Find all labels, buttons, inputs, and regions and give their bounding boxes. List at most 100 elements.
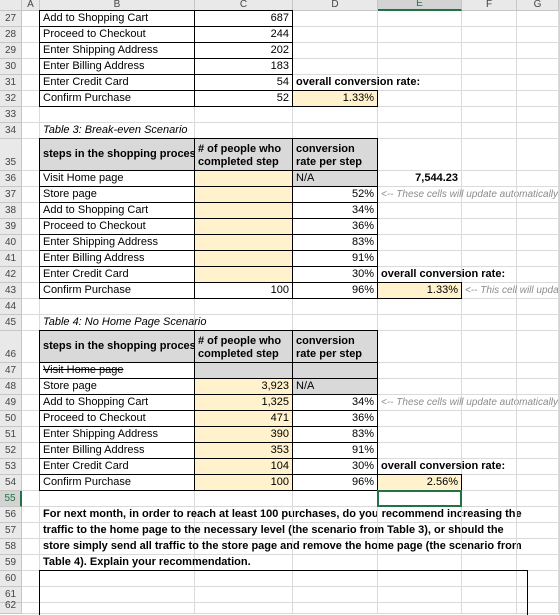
cell[interactable]: [22, 139, 40, 171]
row-header[interactable]: 54: [0, 475, 22, 491]
cell[interactable]: [293, 123, 378, 139]
cell[interactable]: [517, 75, 559, 91]
cell[interactable]: Table 3: Break-even Scenario: [40, 123, 195, 139]
cell[interactable]: [462, 43, 517, 59]
cell[interactable]: Confirm Purchase: [40, 91, 195, 107]
cell[interactable]: 7,544.23: [378, 171, 462, 187]
cell[interactable]: 1.33%: [293, 91, 378, 107]
cell[interactable]: [517, 267, 559, 283]
row-header[interactable]: 59: [0, 555, 22, 571]
cell[interactable]: [462, 539, 517, 555]
cell[interactable]: [462, 75, 517, 91]
column-header[interactable]: C: [195, 0, 293, 11]
cell[interactable]: [462, 395, 517, 411]
cell[interactable]: conversion rate per step: [293, 331, 378, 363]
cell[interactable]: [195, 539, 293, 555]
cell[interactable]: [378, 139, 462, 171]
cell[interactable]: 100: [195, 283, 293, 299]
cell[interactable]: [517, 187, 559, 203]
column-header[interactable]: A: [22, 0, 40, 11]
cell[interactable]: Enter Shipping Address: [40, 427, 195, 443]
cell[interactable]: Proceed to Checkout: [40, 411, 195, 427]
cell[interactable]: [517, 555, 559, 571]
row-header[interactable]: 46: [0, 331, 22, 363]
cell[interactable]: steps in the shopping process: [40, 331, 202, 363]
cell[interactable]: [22, 587, 40, 603]
cell[interactable]: # of people who completed step: [195, 331, 293, 363]
cell[interactable]: [378, 251, 462, 267]
row-header[interactable]: 37: [0, 187, 22, 203]
cell[interactable]: Enter Credit Card: [40, 267, 195, 283]
cell[interactable]: [22, 299, 40, 315]
row-header[interactable]: 62: [0, 600, 22, 614]
cell[interactable]: [195, 571, 293, 587]
cell[interactable]: [22, 427, 40, 443]
cell[interactable]: [378, 27, 462, 43]
cell[interactable]: [22, 187, 40, 203]
cell[interactable]: [517, 219, 559, 235]
cell[interactable]: [378, 443, 462, 459]
row-header[interactable]: 53: [0, 459, 22, 475]
cell[interactable]: [195, 523, 293, 539]
cell[interactable]: [517, 171, 559, 187]
cell[interactable]: [195, 299, 293, 315]
cell[interactable]: [378, 75, 462, 91]
cell[interactable]: Add to Shopping Cart: [40, 203, 195, 219]
cell[interactable]: [378, 539, 462, 555]
cell[interactable]: 91%: [293, 443, 378, 459]
cell[interactable]: 183: [195, 59, 293, 75]
cell[interactable]: Enter Billing Address: [40, 443, 195, 459]
column-header[interactable]: E: [378, 0, 462, 11]
cell[interactable]: 91%: [293, 251, 378, 267]
cell[interactable]: [517, 331, 559, 363]
cell[interactable]: [195, 315, 293, 331]
cell[interactable]: [462, 11, 517, 27]
cell[interactable]: overall conversion rate:: [378, 267, 505, 283]
cell[interactable]: Table 4). Explain your recommendation.: [40, 555, 251, 571]
cell[interactable]: [22, 491, 40, 507]
cell[interactable]: Enter Shipping Address: [40, 43, 195, 59]
cell[interactable]: [195, 187, 293, 203]
cell[interactable]: 244: [195, 27, 293, 43]
cell[interactable]: [517, 491, 559, 507]
cell[interactable]: [462, 107, 517, 123]
cell[interactable]: [195, 123, 293, 139]
cell[interactable]: [378, 123, 462, 139]
cell[interactable]: [378, 11, 462, 27]
cell[interactable]: [22, 459, 40, 475]
cell[interactable]: 353: [195, 443, 293, 459]
row-header[interactable]: 56: [0, 507, 22, 523]
cell[interactable]: [462, 555, 517, 571]
cell[interactable]: [22, 75, 40, 91]
cell[interactable]: [517, 507, 559, 523]
cell[interactable]: [378, 59, 462, 75]
cell[interactable]: 2.56%: [378, 475, 462, 491]
cell[interactable]: [517, 427, 559, 443]
cell[interactable]: 52: [195, 91, 293, 107]
cell[interactable]: N/A: [293, 379, 378, 395]
cell[interactable]: [195, 203, 293, 219]
cell[interactable]: [517, 443, 559, 459]
cell[interactable]: [462, 363, 517, 379]
cell[interactable]: [22, 315, 40, 331]
cell[interactable]: [517, 91, 559, 107]
cell[interactable]: [378, 91, 462, 107]
cell[interactable]: [462, 315, 517, 331]
cell[interactable]: [462, 251, 517, 267]
cell[interactable]: Enter Credit Card: [40, 459, 195, 475]
column-header[interactable]: G: [517, 0, 559, 11]
cell[interactable]: [378, 491, 462, 507]
cell[interactable]: [462, 171, 517, 187]
cell[interactable]: [40, 587, 195, 603]
row-header[interactable]: 35: [0, 139, 22, 171]
cell[interactable]: [462, 379, 517, 395]
row-header[interactable]: 27: [0, 11, 22, 27]
cell[interactable]: [378, 507, 462, 523]
cell[interactable]: Enter Billing Address: [40, 251, 195, 267]
cell[interactable]: [378, 571, 462, 587]
row-header[interactable]: 36: [0, 171, 22, 187]
cell[interactable]: [22, 363, 40, 379]
cell[interactable]: [195, 587, 293, 603]
cell[interactable]: [517, 43, 559, 59]
cell[interactable]: [195, 603, 293, 614]
